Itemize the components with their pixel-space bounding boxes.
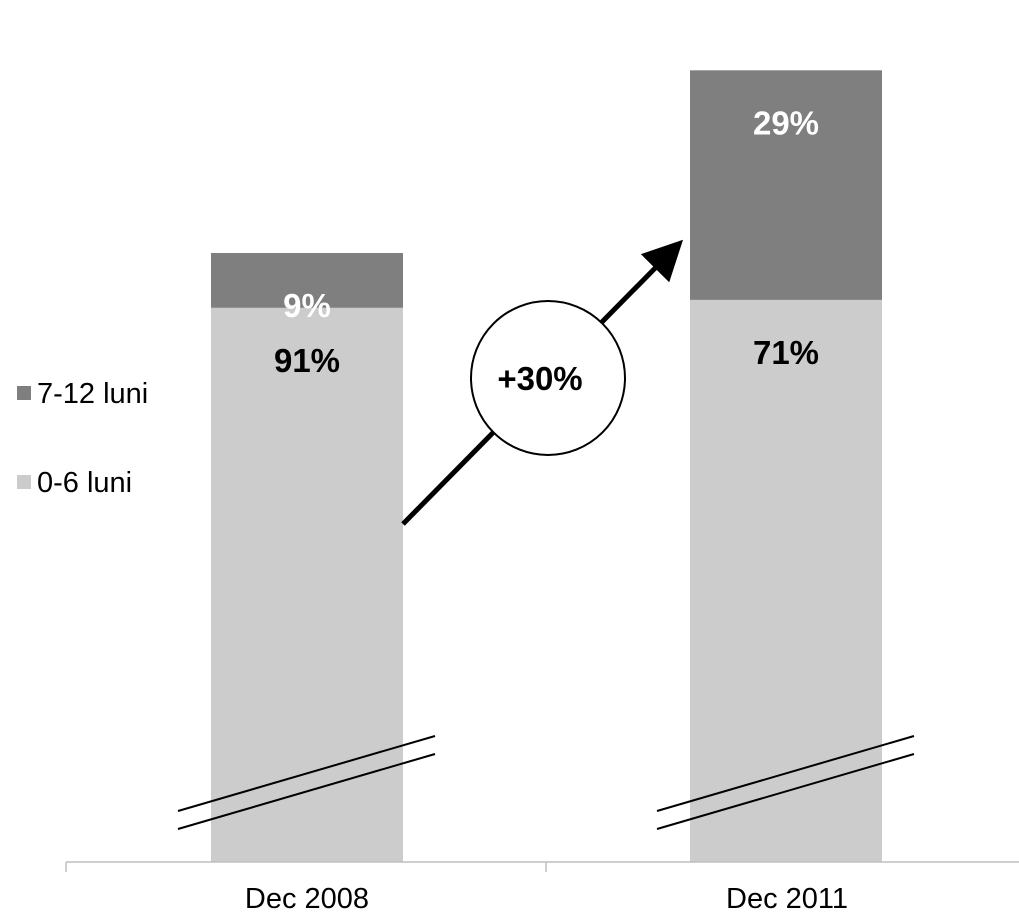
bar-segment bbox=[211, 307, 403, 862]
value-labels-layer: 91% 9% 71% 29% bbox=[274, 104, 819, 379]
axis-break-line bbox=[177, 753, 436, 830]
legend-label-7-12-luni: 7-12 luni bbox=[37, 378, 148, 410]
legend-label-0-6-luni: 0-6 luni bbox=[37, 467, 132, 499]
bars-layer bbox=[211, 70, 882, 862]
legend: 7-12 luni 0-6 luni bbox=[17, 378, 148, 499]
growth-badge bbox=[470, 300, 626, 456]
growth-badge-text: +30% bbox=[497, 360, 582, 397]
legend-swatch-7-12-luni bbox=[17, 386, 31, 400]
axis-break-line bbox=[177, 735, 436, 812]
bar-segment bbox=[211, 253, 403, 308]
data-label: 91% bbox=[274, 342, 340, 379]
axis-break-line bbox=[656, 735, 915, 812]
legend-swatch-0-6-luni bbox=[17, 475, 31, 489]
bar-segment bbox=[690, 70, 882, 300]
axis-break-marks bbox=[177, 735, 915, 830]
x-tick-label: Dec 2011 bbox=[726, 883, 848, 915]
x-tick-label: Dec 2008 bbox=[245, 883, 369, 915]
data-label: 29% bbox=[753, 104, 819, 141]
data-label: 71% bbox=[753, 334, 819, 371]
axis-break-line bbox=[656, 753, 915, 830]
bar-segment bbox=[690, 299, 882, 862]
data-label: 9% bbox=[283, 287, 331, 324]
x-axis: Dec 2008 Dec 2011 bbox=[65, 861, 1019, 915]
